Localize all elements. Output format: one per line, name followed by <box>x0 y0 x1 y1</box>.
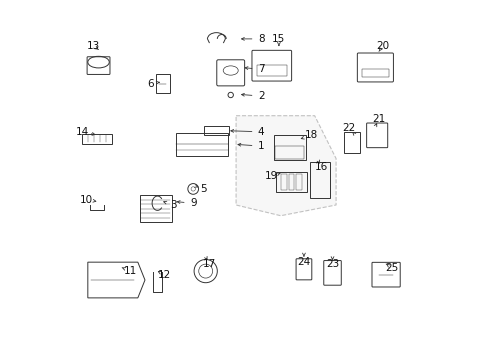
Text: 9: 9 <box>190 198 196 208</box>
Bar <box>140 195 172 222</box>
Text: 10: 10 <box>79 195 93 204</box>
Bar <box>362 69 389 77</box>
Text: 19: 19 <box>265 171 278 181</box>
Text: 7: 7 <box>258 64 265 74</box>
Bar <box>275 146 304 158</box>
Text: 14: 14 <box>76 127 89 137</box>
Bar <box>257 65 287 76</box>
Bar <box>276 172 307 192</box>
Bar <box>204 126 229 135</box>
Text: 4: 4 <box>258 127 265 137</box>
Text: 23: 23 <box>326 259 339 269</box>
Text: 1: 1 <box>258 141 265 151</box>
Bar <box>296 174 302 190</box>
Bar <box>176 133 228 156</box>
Bar <box>289 174 294 190</box>
Bar <box>281 174 287 190</box>
Text: 3: 3 <box>170 200 177 210</box>
Text: 8: 8 <box>258 34 265 44</box>
Text: 20: 20 <box>376 41 389 51</box>
Text: 15: 15 <box>272 34 286 44</box>
Text: 18: 18 <box>304 130 318 140</box>
Text: 16: 16 <box>315 162 328 172</box>
Text: 13: 13 <box>87 41 100 51</box>
Text: 2: 2 <box>258 91 265 101</box>
Text: 21: 21 <box>372 114 386 124</box>
Text: 25: 25 <box>385 262 398 273</box>
Bar <box>156 74 170 93</box>
Text: 11: 11 <box>124 266 137 276</box>
Text: 5: 5 <box>200 184 207 194</box>
Polygon shape <box>236 116 336 216</box>
Text: 12: 12 <box>158 270 171 280</box>
Text: 6: 6 <box>147 78 154 89</box>
Text: 17: 17 <box>203 259 216 269</box>
Bar <box>310 162 330 198</box>
Text: 22: 22 <box>342 123 355 133</box>
Bar <box>81 134 112 144</box>
Bar <box>273 135 306 160</box>
Bar <box>344 132 360 153</box>
Text: 24: 24 <box>297 257 311 267</box>
